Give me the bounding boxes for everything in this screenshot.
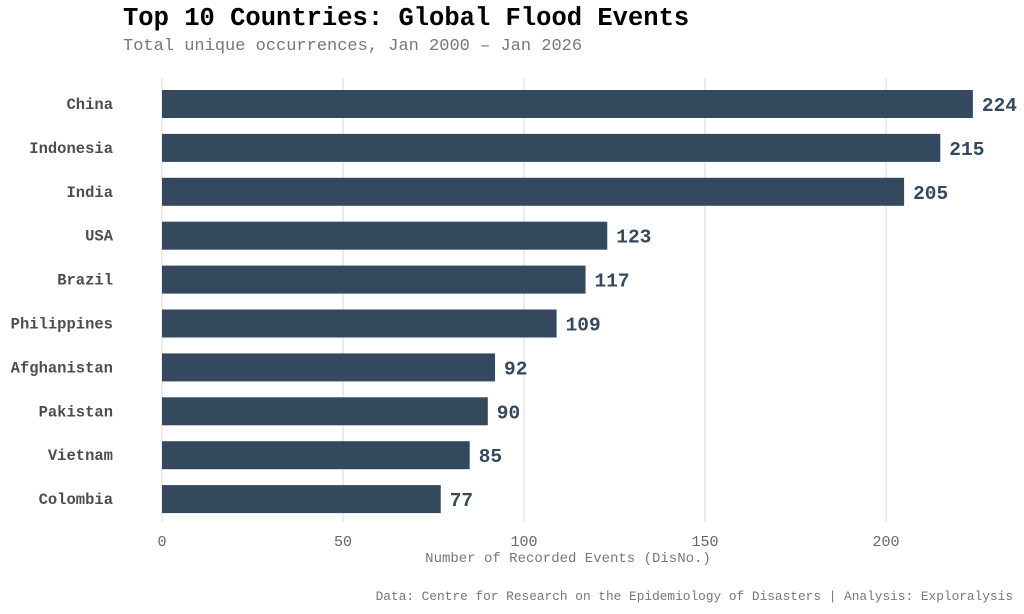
x-tick-label: 0 <box>157 534 166 551</box>
category-label: USA <box>85 228 114 246</box>
category-label: Afghanistan <box>11 359 113 377</box>
bar <box>162 441 470 470</box>
bar <box>162 221 608 250</box>
value-label: 205 <box>913 183 948 205</box>
category-label: Brazil <box>57 272 113 290</box>
value-label: 85 <box>479 446 502 468</box>
chart-caption: Data: Centre for Research on the Epidemi… <box>375 589 1013 604</box>
bar <box>162 397 488 426</box>
category-label: China <box>66 96 113 114</box>
bar <box>162 485 441 514</box>
value-label: 224 <box>982 95 1017 117</box>
value-label: 117 <box>595 271 630 293</box>
x-tick-label: 200 <box>872 534 899 551</box>
bar <box>162 177 905 206</box>
value-label: 77 <box>450 490 473 512</box>
chart-title: Top 10 Countries: Global Flood Events <box>123 4 690 33</box>
category-label: Philippines <box>11 316 113 334</box>
category-label: Vietnam <box>48 447 113 465</box>
x-tick-label: 150 <box>691 534 718 551</box>
category-label: Colombia <box>39 491 113 509</box>
category-label: Pakistan <box>39 403 113 421</box>
x-tick-label: 50 <box>334 534 352 551</box>
value-label: 109 <box>566 315 601 337</box>
value-label: 123 <box>616 227 651 249</box>
category-label: Indonesia <box>29 140 113 158</box>
x-axis-title: Number of Recorded Events (DisNo.) <box>425 551 711 567</box>
bar <box>162 90 973 118</box>
value-label: 215 <box>949 139 984 161</box>
value-label: 92 <box>504 358 527 380</box>
chart-subtitle: Total unique occurrences, Jan 2000 – Jan… <box>123 37 583 56</box>
bar <box>162 133 941 162</box>
x-tick-label: 100 <box>510 534 537 551</box>
bar <box>162 265 586 294</box>
bar <box>162 353 496 382</box>
value-label: 90 <box>497 402 520 424</box>
bar <box>162 309 557 338</box>
category-label: India <box>66 184 113 202</box>
